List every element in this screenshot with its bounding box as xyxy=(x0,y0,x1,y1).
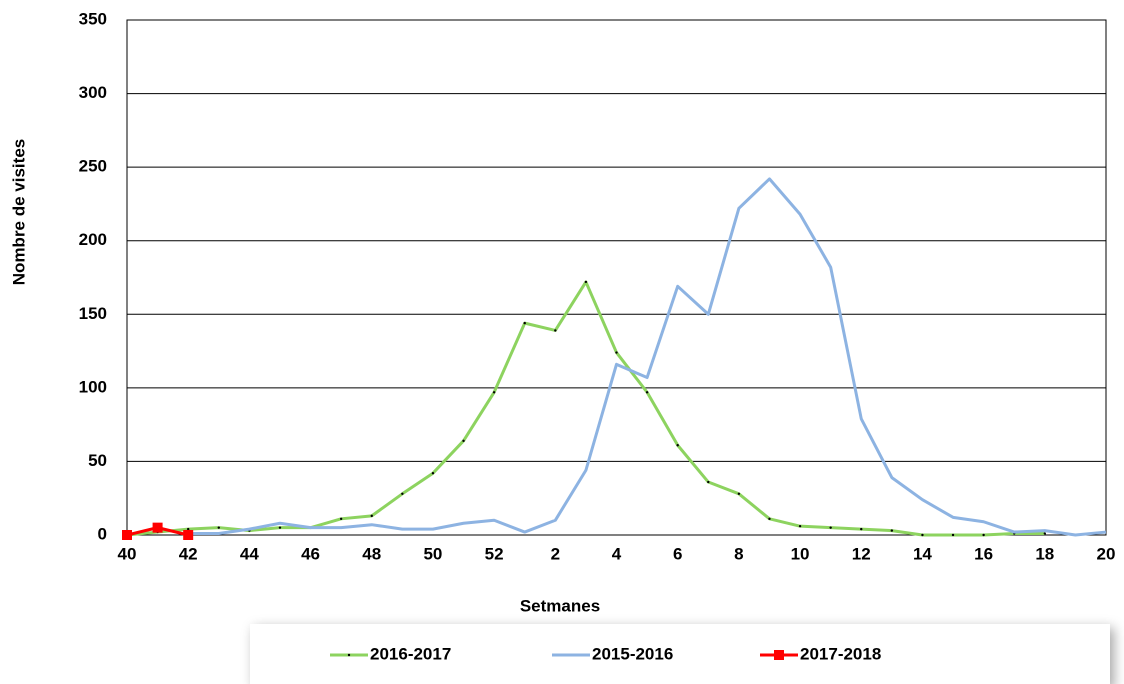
point-marker xyxy=(982,533,985,537)
point-marker xyxy=(890,529,894,532)
point-marker xyxy=(1043,532,1047,535)
x-tick-label: 50 xyxy=(423,544,442,563)
legend-marker xyxy=(774,650,784,660)
point-marker xyxy=(951,533,955,537)
series-line xyxy=(188,177,1107,537)
point-marker xyxy=(615,351,618,354)
y-tick-label: 250 xyxy=(79,157,107,176)
x-tick-label: 44 xyxy=(240,544,259,563)
x-axis-label: Setmanes xyxy=(520,596,600,615)
legend-label: 2017-2018 xyxy=(800,644,881,663)
y-tick-label: 100 xyxy=(79,377,107,396)
point-marker xyxy=(278,526,282,529)
y-tick-label: 300 xyxy=(79,83,107,102)
point-marker xyxy=(339,517,343,521)
x-tick-label: 40 xyxy=(118,544,137,563)
legend-label: 2015-2016 xyxy=(592,644,673,663)
x-tick-label: 18 xyxy=(1035,544,1054,563)
x-tick-label: 48 xyxy=(362,544,381,563)
x-tick-label: 6 xyxy=(673,544,682,563)
point-marker xyxy=(401,492,404,495)
y-tick-label: 350 xyxy=(79,9,107,28)
x-tick-label: 12 xyxy=(852,544,871,563)
point-marker xyxy=(768,517,771,521)
point-marker xyxy=(707,480,710,484)
x-tick-label: 4 xyxy=(612,544,622,563)
legend-label: 2016-2017 xyxy=(370,644,451,663)
x-tick-label: 16 xyxy=(974,544,993,563)
x-tick-label: 42 xyxy=(179,544,198,563)
point-marker xyxy=(462,439,465,443)
plot-area xyxy=(126,19,1107,536)
point-marker xyxy=(798,524,802,528)
point-marker xyxy=(152,522,163,533)
point-marker xyxy=(645,391,649,394)
x-tick-label: 2 xyxy=(551,544,560,563)
x-tick-label: 10 xyxy=(791,544,810,563)
x-tick-label: 8 xyxy=(734,544,743,563)
x-tick-label: 46 xyxy=(301,544,320,563)
point-marker xyxy=(921,533,924,537)
point-marker xyxy=(122,530,132,540)
y-tick-label: 50 xyxy=(88,451,107,470)
x-tick-label: 20 xyxy=(1097,544,1116,563)
point-marker xyxy=(431,472,435,475)
y-tick-label: 150 xyxy=(79,304,107,323)
legend-marker xyxy=(347,653,351,657)
point-marker xyxy=(370,514,373,518)
point-marker xyxy=(829,526,832,529)
point-marker xyxy=(217,526,220,529)
point-marker xyxy=(737,492,741,495)
point-marker xyxy=(554,329,557,332)
point-marker xyxy=(183,530,194,540)
point-marker xyxy=(860,527,863,531)
point-marker xyxy=(186,527,190,531)
y-tick-label: 0 xyxy=(98,524,107,543)
legend-box xyxy=(250,624,1110,684)
x-tick-label: 52 xyxy=(485,544,504,563)
x-tick-label: 14 xyxy=(913,544,932,563)
y-axis-label: Nombre de visites xyxy=(9,139,28,285)
point-marker xyxy=(492,391,496,394)
point-marker xyxy=(676,444,679,447)
point-marker xyxy=(584,280,588,284)
y-tick-label: 200 xyxy=(79,230,107,249)
point-marker xyxy=(523,321,526,325)
